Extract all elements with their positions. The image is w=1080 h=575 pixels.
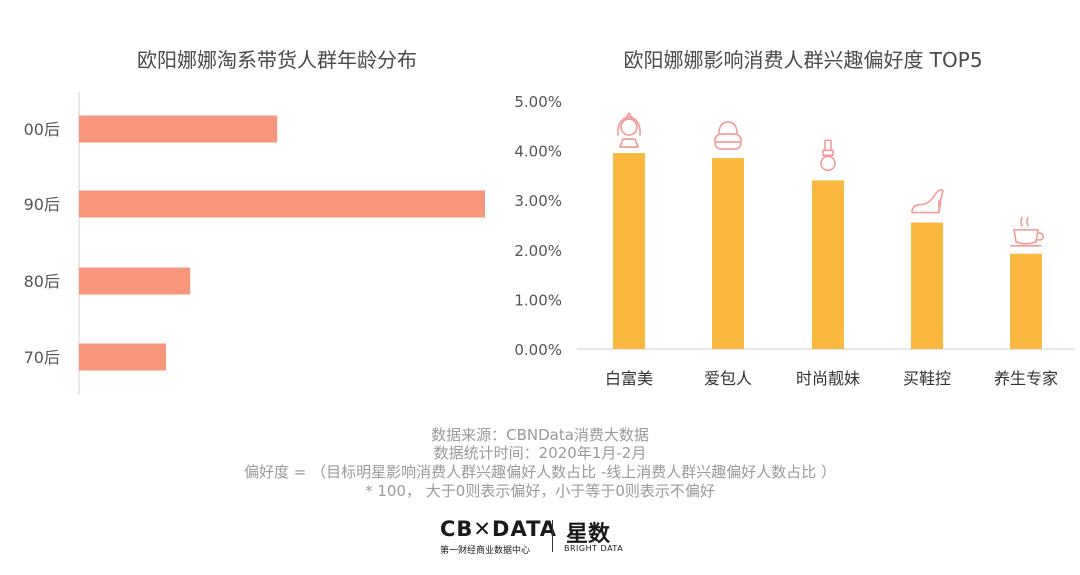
cbn-logo: CB✕DATA — [440, 517, 558, 541]
logo-divider — [552, 520, 553, 552]
bright-data-logo-subtitle: BRIGHT DATA — [564, 544, 624, 553]
cbn-logo-subtitle: 第一财经商业数据中心 — [440, 546, 531, 556]
left-bar — [79, 267, 191, 295]
right-bar — [1010, 253, 1042, 349]
right-category-label: 爱包人 — [704, 369, 752, 388]
footer-formula: 偏好度 = （目标明星影响消费人群兴趣偏好人数占比 -线上消费人群兴趣偏好人数占… — [243, 463, 837, 481]
right-bar — [613, 153, 645, 349]
left-bar — [79, 343, 166, 371]
right-category-label: 买鞋控 — [903, 369, 951, 388]
right-bar — [812, 180, 844, 349]
left-category-label: 80后 — [24, 272, 60, 291]
right-category-label: 白富美 — [605, 369, 653, 388]
footer-note: * 100， 大于0则表示偏好，小于等于0则表示不偏好 — [365, 482, 715, 500]
right-category-label: 养生专家 — [994, 369, 1058, 388]
left-category-label: 90后 — [24, 195, 60, 214]
right-y-tick-label: 0.00% — [514, 341, 562, 359]
high-heel-icon — [911, 189, 944, 214]
handbag-icon — [714, 121, 742, 150]
right-y-tick-label: 2.00% — [514, 242, 562, 260]
left-bar — [79, 190, 485, 218]
right-y-tick-label: 4.00% — [514, 143, 562, 161]
right-bar — [712, 158, 744, 349]
left-chart-title: 欧阳娜娜淘系带货人群年龄分布 — [137, 48, 417, 72]
footer-period: 数据统计时间：2020年1月-2月 — [433, 444, 647, 462]
nail-polish-icon — [820, 139, 836, 172]
footer-source: 数据来源：CBNData消费大数据 — [431, 426, 649, 444]
right-y-tick-label: 5.00% — [514, 93, 562, 111]
right-category-label: 时尚靓妹 — [796, 369, 860, 388]
left-category-label: 00后 — [24, 120, 60, 139]
right-y-tick-label: 1.00% — [514, 291, 562, 309]
right-chart-title: 欧阳娜娜影响消费人群兴趣偏好度 TOP5 — [623, 48, 983, 72]
bright-data-logo: 星数 — [566, 522, 611, 547]
right-bar — [911, 222, 943, 349]
tea-cup-icon — [1010, 216, 1044, 247]
left-bar — [79, 115, 278, 143]
lady-icon — [617, 112, 641, 148]
right-y-tick-label: 3.00% — [514, 192, 562, 210]
left-category-label: 70后 — [24, 348, 60, 367]
